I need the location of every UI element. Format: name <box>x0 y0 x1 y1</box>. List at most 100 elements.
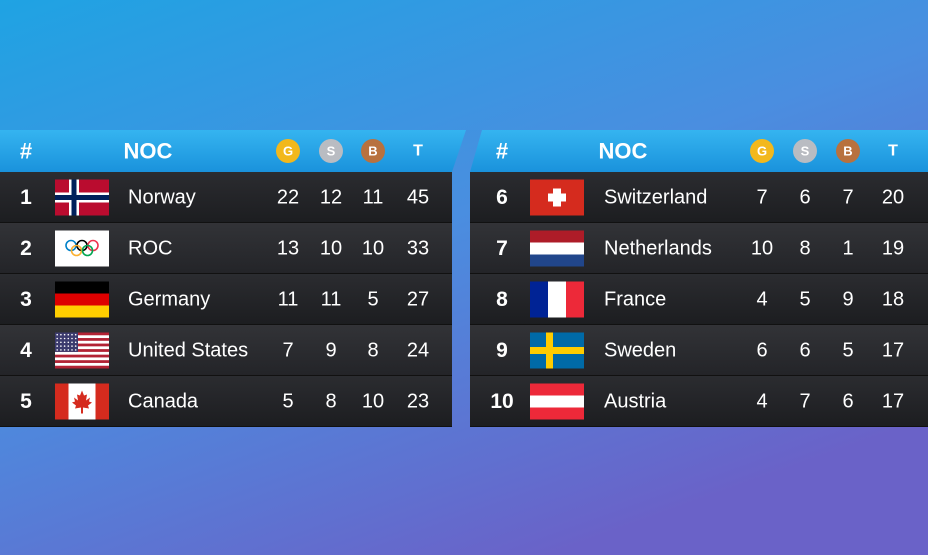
silver-count: 8 <box>799 238 810 260</box>
flag-part <box>55 360 109 363</box>
header-total: T <box>413 143 423 160</box>
flag-part <box>71 345 73 347</box>
flag-part <box>530 242 584 255</box>
header-silver: S <box>801 144 810 159</box>
rank: 5 <box>20 390 32 413</box>
bronze-count: 8 <box>367 340 378 362</box>
flag-part <box>74 337 77 340</box>
flag-part <box>67 345 70 347</box>
medal-icon <box>793 139 817 163</box>
flag-part <box>74 333 77 336</box>
country-name: Austria <box>604 391 667 413</box>
flag-part <box>548 193 566 202</box>
flag <box>530 281 584 318</box>
flag-part <box>71 349 73 351</box>
flag-part <box>530 395 584 408</box>
flag-part <box>55 293 109 306</box>
country-name: Switzerland <box>604 187 707 209</box>
flag-part <box>60 333 62 336</box>
header-rank: # <box>496 139 508 164</box>
rank: 1 <box>20 186 32 209</box>
silver-count: 8 <box>325 391 336 413</box>
total-count: 19 <box>882 238 904 260</box>
flag-part <box>74 345 77 347</box>
flag-part <box>55 281 109 294</box>
header-bronze: B <box>368 144 377 159</box>
rank: 8 <box>496 288 508 311</box>
flag-part <box>530 230 584 243</box>
gold-count: 13 <box>277 238 299 260</box>
flag-part <box>67 341 70 344</box>
header-noc: NOC <box>124 139 173 164</box>
header-rank: # <box>20 139 32 164</box>
flag <box>55 281 109 318</box>
flag-part <box>60 341 62 344</box>
silver-count: 11 <box>321 289 342 311</box>
flag-part <box>55 349 109 352</box>
bronze-count: 5 <box>842 340 853 362</box>
flag <box>530 332 584 369</box>
rank: 4 <box>20 339 32 362</box>
medal-icon <box>276 139 300 163</box>
flag <box>530 179 584 216</box>
gold-count: 5 <box>282 391 293 413</box>
rank: 9 <box>496 339 508 362</box>
country-name: Canada <box>128 391 199 413</box>
flag-part <box>72 390 92 414</box>
flag-part <box>71 337 73 340</box>
flag-part <box>55 354 109 358</box>
gold-count: 7 <box>282 340 293 362</box>
gold-count: 6 <box>756 340 767 362</box>
flag-part <box>60 345 62 347</box>
flag-part <box>530 281 548 318</box>
rank: 3 <box>20 288 32 311</box>
flag-part <box>55 332 109 336</box>
bronze-count: 10 <box>362 391 384 413</box>
flag-part <box>56 333 58 336</box>
silver-count: 12 <box>320 187 342 209</box>
flag-part <box>55 332 78 352</box>
gold-count: 7 <box>756 187 767 209</box>
total-count: 33 <box>407 238 429 260</box>
flag-part <box>530 383 584 396</box>
country-name: United States <box>128 340 248 362</box>
flag-part <box>63 333 66 336</box>
bronze-count: 11 <box>363 187 384 209</box>
flag-part <box>55 195 109 200</box>
flag-part <box>63 337 66 340</box>
flag <box>530 383 584 420</box>
bronze-count: 1 <box>842 238 853 260</box>
gold-count: 10 <box>751 238 773 260</box>
country-name: Norway <box>128 187 196 209</box>
flag <box>55 332 109 369</box>
flag-part <box>63 345 66 347</box>
total-count: 27 <box>407 289 429 311</box>
total-count: 17 <box>882 391 904 413</box>
flag-part <box>60 337 62 340</box>
flag-part <box>55 365 109 369</box>
flag-part <box>530 254 584 267</box>
bronze-count: 6 <box>842 391 853 413</box>
country-name: Netherlands <box>604 238 712 260</box>
header-bar <box>470 130 928 172</box>
header-noc: NOC <box>599 139 648 164</box>
silver-count: 6 <box>799 187 810 209</box>
header-bronze: B <box>843 144 852 159</box>
country-name: France <box>604 289 666 311</box>
bronze-count: 7 <box>842 187 853 209</box>
flag-part <box>55 383 69 420</box>
total-count: 18 <box>882 289 904 311</box>
gold-count: 22 <box>277 187 299 209</box>
flag-part <box>56 341 58 344</box>
header-silver: S <box>327 144 336 159</box>
flag-part <box>530 407 584 420</box>
flag-part <box>65 239 99 257</box>
flag-part <box>60 349 62 351</box>
total-count: 24 <box>407 340 429 362</box>
silver-count: 9 <box>325 340 336 362</box>
total-count: 20 <box>882 187 904 209</box>
flag <box>55 230 109 267</box>
silver-count: 6 <box>799 340 810 362</box>
header-total: T <box>888 143 898 160</box>
